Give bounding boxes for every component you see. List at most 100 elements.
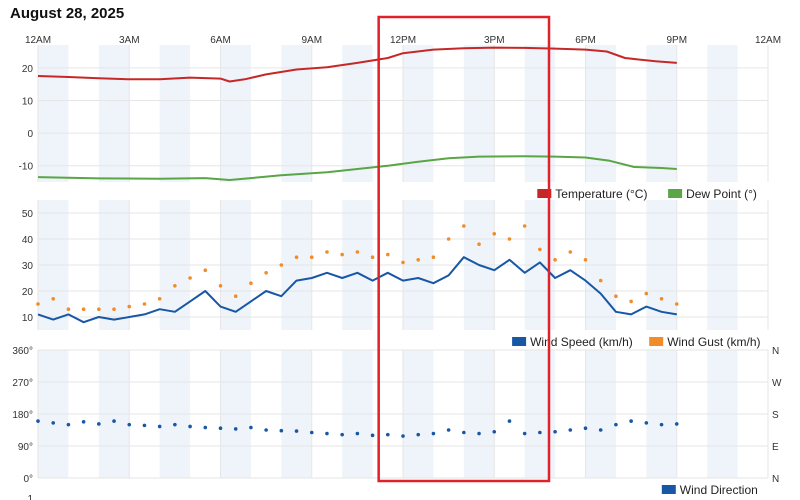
wind-direction-point <box>431 431 436 436</box>
wind-gust-point <box>629 299 633 304</box>
wind-gust-point <box>553 258 557 262</box>
wind-gust-point <box>249 281 253 286</box>
hour-band <box>524 45 556 182</box>
wind-gust-point <box>81 307 86 312</box>
wind-gust-point <box>446 237 451 241</box>
wind-direction-point <box>36 419 40 423</box>
wind-direction-point <box>249 425 253 430</box>
wind-gust-point <box>97 307 101 312</box>
wind-direction-point <box>279 428 284 433</box>
hour-band <box>220 45 251 182</box>
y-tick-label: 30 <box>22 261 34 272</box>
wind-direction-point <box>127 422 132 427</box>
wind-gust-point <box>522 224 527 228</box>
wind-direction-point <box>51 421 56 425</box>
page-title: August 28, 2025 <box>10 5 125 22</box>
wind-gust-point <box>66 307 71 312</box>
y-tick-label: 20 <box>22 287 34 298</box>
x-tick-label: 12AM <box>755 35 781 46</box>
wind-direction-point <box>553 429 557 434</box>
wind-direction-point <box>583 426 588 431</box>
wind-gust-point <box>340 252 344 257</box>
hour-band <box>98 45 130 182</box>
hour-band <box>38 45 69 182</box>
y-tick-label: 270° <box>12 378 33 389</box>
y-tick-label: -10 <box>19 162 34 173</box>
dew-point-line <box>37 155 677 181</box>
wind-direction-point <box>264 428 268 432</box>
wind-gust-point <box>203 268 208 273</box>
hour-band <box>463 45 495 182</box>
legend-label: Dew Point (°) <box>686 187 757 201</box>
wind-gust-point <box>644 291 649 296</box>
x-tick-label: 3AM <box>119 35 140 46</box>
legend-label: Wind Direction <box>680 483 758 497</box>
wind-direction-point <box>188 424 192 429</box>
footer-axis-label: 1 <box>27 494 33 500</box>
y-tick-label: 10 <box>22 313 34 324</box>
y-tick-label: 20 <box>22 64 34 75</box>
legend-swatch <box>668 189 683 198</box>
wind-gust-point <box>674 302 679 306</box>
wind-direction-point <box>233 427 238 431</box>
wind-gust-point <box>142 302 147 306</box>
wind-direction-point <box>81 420 86 424</box>
x-tick-label: 6PM <box>575 35 596 46</box>
x-tick-label: 6AM <box>210 35 231 46</box>
wind-direction-point <box>629 419 633 423</box>
wind-gust-point <box>325 250 329 254</box>
hour-band <box>342 45 373 182</box>
wind-direction-point <box>446 428 451 432</box>
wind-gust-point <box>233 294 238 299</box>
wind-direction-point <box>614 422 618 427</box>
wind-gust-point <box>36 302 40 306</box>
wind-direction-point <box>385 432 390 437</box>
wind-gust-point <box>112 307 116 312</box>
wind-direction-point <box>401 434 405 438</box>
wind-direction-point <box>507 419 512 423</box>
wind-direction-point <box>203 425 208 430</box>
wind-gust-point <box>492 232 497 236</box>
legend-swatch <box>661 485 676 494</box>
wind-gust-point <box>614 294 618 299</box>
wind-gust-point <box>538 247 542 252</box>
x-tick-label: 9AM <box>301 35 322 46</box>
wind-direction-point <box>462 430 466 435</box>
wind-gust-point <box>264 271 268 275</box>
wind-gust-point <box>659 297 664 301</box>
wind-direction-point <box>477 431 481 436</box>
wind-gust-point <box>188 276 192 280</box>
x-tick-label: 12AM <box>25 35 51 46</box>
wind-direction-point <box>659 422 664 427</box>
wind-gust-point <box>294 255 299 259</box>
y-right-tick-label: N <box>772 474 779 485</box>
wind-direction-point <box>325 431 329 436</box>
y-right-tick-label: S <box>772 410 779 421</box>
legend-swatch <box>537 189 552 198</box>
legend-label: Wind Speed (km/h) <box>530 335 633 349</box>
wind-gust-point <box>416 258 421 262</box>
highlight-box <box>377 15 551 483</box>
wind-gust-point <box>462 224 466 228</box>
y-tick-label: 0 <box>27 129 33 140</box>
y-right-tick-label: W <box>772 378 782 389</box>
x-tick-label: 3PM <box>484 35 505 46</box>
x-tick-label: 9PM <box>666 35 687 46</box>
wind-gust-point <box>370 255 375 259</box>
wind-speed-line <box>37 256 677 324</box>
wind-gust-point <box>431 255 436 259</box>
wind-direction-point <box>142 423 147 428</box>
wind-direction-point <box>674 422 679 426</box>
wind-direction-point <box>112 419 116 423</box>
wind-direction-point <box>598 428 603 432</box>
wind-gust-point <box>568 250 573 254</box>
wind-gust-point <box>309 255 314 259</box>
wind-direction-point <box>416 432 421 437</box>
wind-gust-point <box>477 242 481 246</box>
wind-gust-point <box>598 278 603 283</box>
wind-direction-point <box>355 431 360 436</box>
y-tick-label: 90° <box>18 442 33 453</box>
x-tick-label: 12PM <box>390 35 416 46</box>
y-tick-label: 0° <box>23 474 33 485</box>
y-tick-label: 40 <box>22 235 34 246</box>
